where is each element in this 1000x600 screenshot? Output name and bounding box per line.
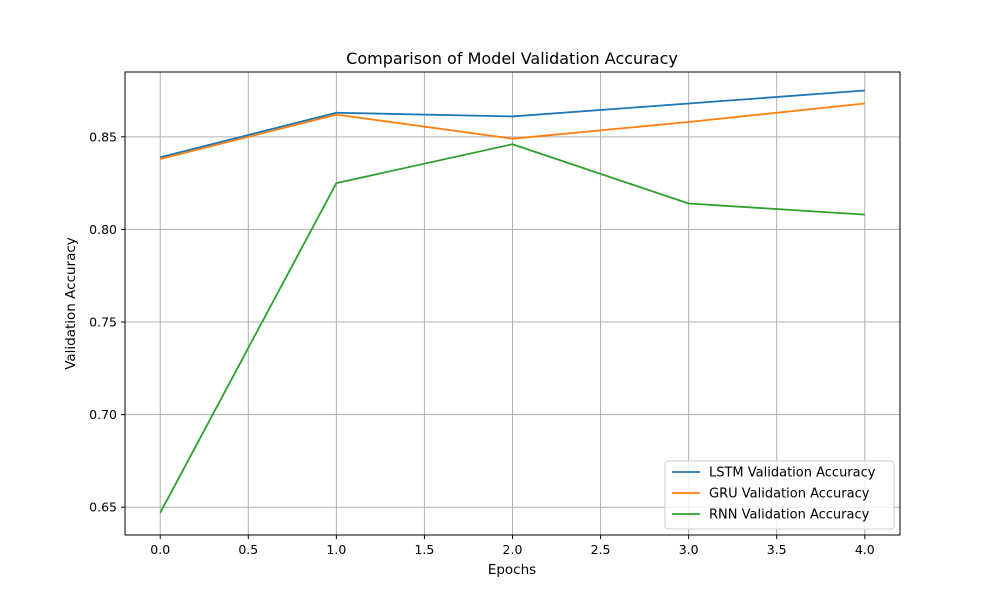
y-axis-ticks: 0.65 0.70 0.75 0.80 0.85 (89, 129, 125, 515)
y-axis-label: Validation Accuracy (63, 237, 79, 370)
x-tick-label: 1.0 (326, 542, 346, 557)
x-tick-label: 1.5 (414, 542, 434, 557)
x-tick-label: 0.0 (150, 542, 170, 557)
legend: LSTM Validation Accuracy GRU Validation A… (664, 460, 895, 530)
series-line-gru (160, 102, 865, 160)
y-tick-label: 0.65 (89, 500, 117, 515)
y-tick-label: 0.85 (89, 129, 117, 144)
legend-label-lstm: LSTM Validation Accuracy (709, 466, 876, 481)
legend-label-gru: GRU Validation Accuracy (709, 487, 870, 502)
legend-label-rnn: RNN Validation Accuracy (709, 508, 870, 523)
x-tick-label: 3.0 (679, 542, 699, 557)
chart-title: Comparison of Model Validation Accuracy (346, 49, 678, 68)
y-tick-label: 0.80 (89, 222, 117, 237)
series-line-rnn (159, 143, 865, 514)
series-line-lstm (160, 89, 865, 159)
x-tick-label: 4.0 (855, 542, 875, 557)
x-tick-label: 0.5 (238, 542, 258, 557)
y-tick-label: 0.75 (89, 315, 117, 330)
series-lines (159, 89, 865, 514)
x-tick-label: 2.0 (503, 542, 523, 557)
x-axis-label: Epochs (488, 562, 536, 578)
x-axis-ticks: 0.0 0.5 1.0 1.5 2.0 2.5 3.0 3.5 4.0 (150, 535, 875, 557)
legend-box (664, 460, 895, 530)
x-tick-label: 2.5 (591, 542, 611, 557)
y-tick-label: 0.70 (89, 407, 117, 422)
x-tick-label: 3.5 (767, 542, 787, 557)
